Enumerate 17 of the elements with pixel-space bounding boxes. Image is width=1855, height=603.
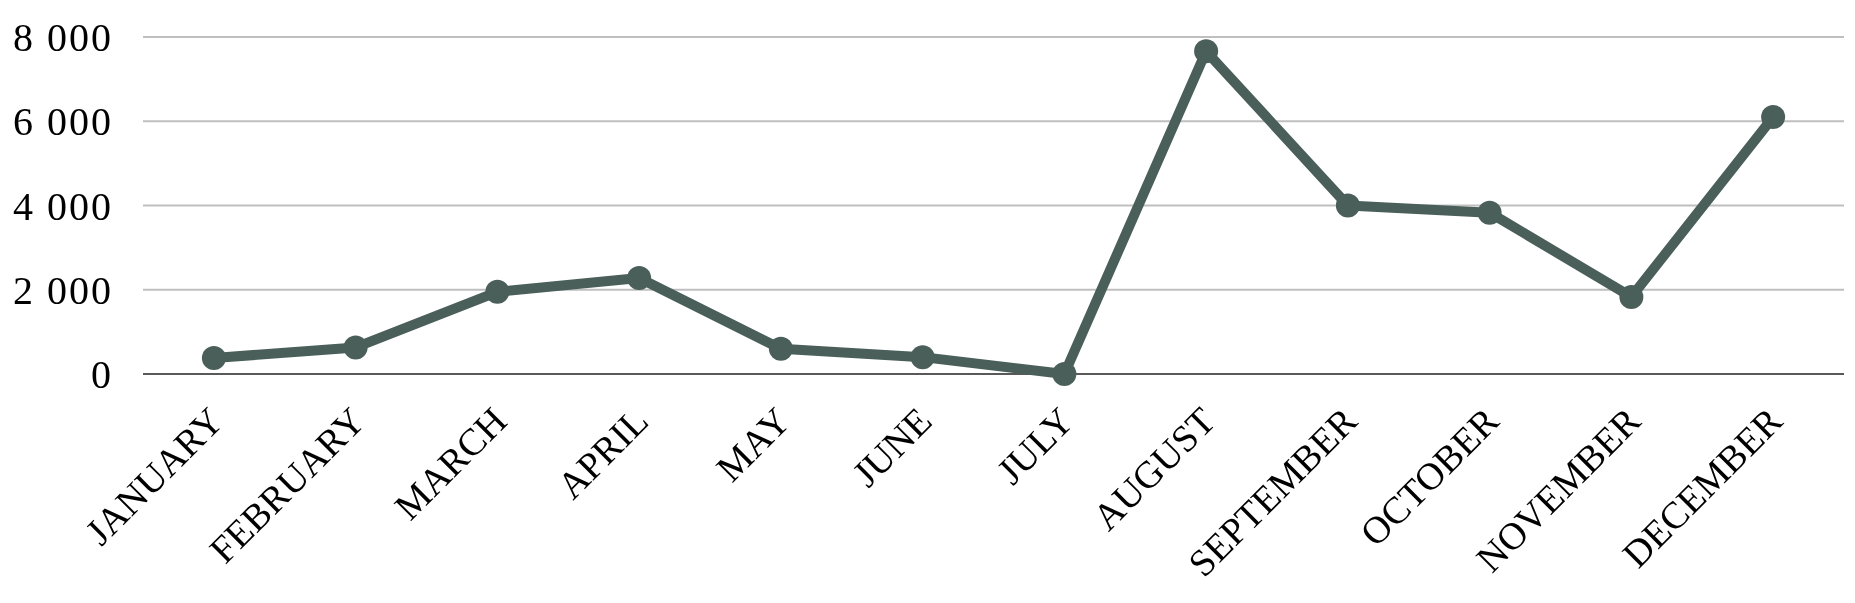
point	[1335, 193, 1360, 218]
y-tick-label: 0	[91, 352, 113, 397]
point	[201, 345, 226, 370]
point	[627, 265, 652, 290]
y-tick-label: 2 000	[13, 267, 113, 313]
point	[1477, 200, 1502, 225]
point	[768, 336, 793, 361]
y-tick-label: 4 000	[13, 183, 113, 229]
point	[1194, 39, 1219, 64]
point	[343, 335, 368, 360]
point	[1052, 362, 1077, 386]
point	[485, 279, 510, 304]
point	[1761, 105, 1786, 130]
y-tick-label: 8 000	[13, 15, 113, 60]
point	[910, 345, 935, 370]
y-tick-label: 6 000	[13, 99, 113, 145]
point	[1619, 284, 1644, 309]
